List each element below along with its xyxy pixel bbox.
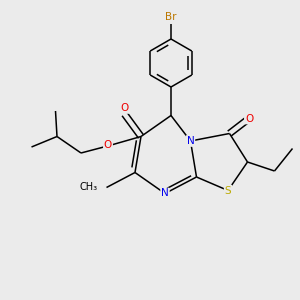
Text: O: O <box>104 140 112 151</box>
Text: O: O <box>120 103 129 113</box>
Text: O: O <box>245 113 253 124</box>
Text: S: S <box>225 185 231 196</box>
Text: N: N <box>187 136 194 146</box>
Text: Br: Br <box>165 12 177 22</box>
Text: CH₃: CH₃ <box>80 182 98 193</box>
Text: N: N <box>161 188 169 199</box>
